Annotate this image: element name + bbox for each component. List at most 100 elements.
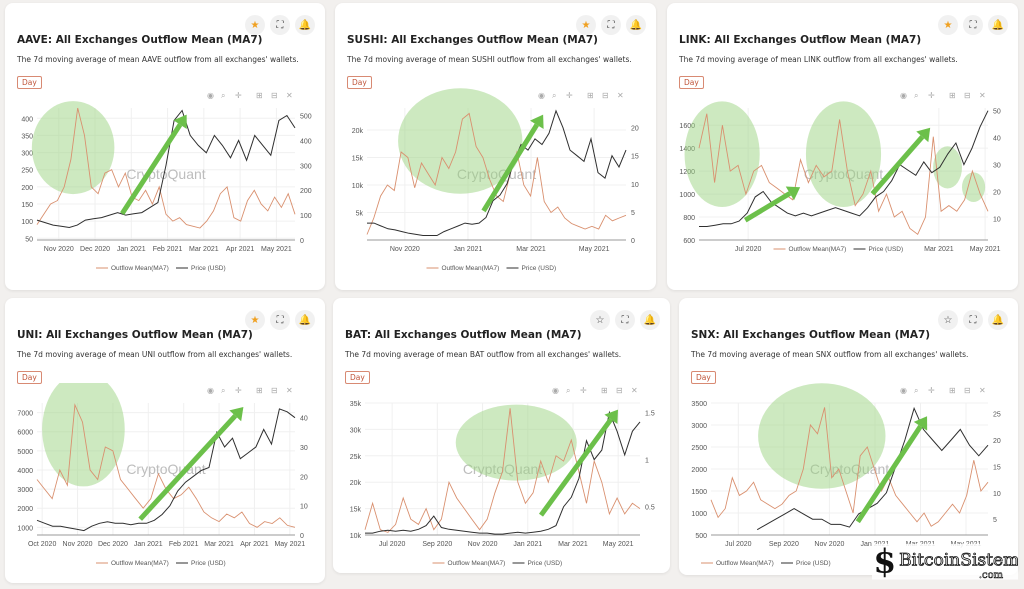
legend-price[interactable]: Price (USD) (528, 560, 563, 567)
reset-icon[interactable]: ✕ (631, 386, 638, 395)
highlight-circle (31, 101, 115, 195)
zoom-icon[interactable]: ⌕ (552, 91, 556, 100)
camera-icon[interactable]: ◉ (207, 91, 214, 100)
y-right-tick: 20 (631, 126, 639, 133)
fullscreen-icon[interactable]: ⛶ (963, 310, 983, 330)
legend-price[interactable]: Price (USD) (522, 265, 557, 272)
reset-icon[interactable]: ✕ (286, 91, 293, 100)
camera-icon[interactable]: ◉ (552, 386, 559, 395)
reset-icon[interactable]: ✕ (979, 386, 986, 395)
zoom-in-icon[interactable]: ⊞ (587, 91, 594, 100)
zoom-icon[interactable]: ⌕ (914, 386, 918, 395)
camera-icon[interactable]: ◉ (900, 386, 907, 395)
legend-outflow[interactable]: Outflow Mean(MA7) (442, 265, 500, 272)
legend-price[interactable]: Price (USD) (191, 265, 226, 272)
card-actions: ★ ⛶ 🔔 (938, 15, 1008, 35)
highlight-circle (42, 383, 125, 487)
zoom-out-icon[interactable]: ⊟ (616, 386, 623, 395)
chart-svg[interactable]: ◉ ⌕ ✛ ⊞ ⊟ ✕ 50 100 150 200 250 300 350 400 0 100 200 300 4… (5, 88, 325, 273)
outflow-line (36, 107, 296, 229)
y-right-tick: 400 (300, 138, 312, 145)
camera-icon[interactable]: ◉ (207, 386, 214, 395)
zoom-out-icon[interactable]: ⊟ (271, 91, 278, 100)
pan-icon[interactable]: ✛ (566, 91, 573, 100)
zoom-in-icon[interactable]: ⊞ (601, 386, 608, 395)
legend-price[interactable]: Price (USD) (796, 560, 831, 567)
star-icon[interactable]: ☆ (590, 310, 610, 330)
camera-icon[interactable]: ◉ (538, 91, 545, 100)
bell-icon[interactable]: 🔔 (640, 310, 660, 330)
zoom-icon[interactable]: ⌕ (221, 91, 225, 100)
reset-icon[interactable]: ✕ (617, 91, 624, 100)
camera-icon[interactable]: ◉ (900, 91, 907, 100)
pan-icon[interactable]: ✛ (928, 386, 935, 395)
zoom-icon[interactable]: ⌕ (566, 386, 570, 395)
zoom-out-icon[interactable]: ⊟ (964, 386, 971, 395)
bell-icon[interactable]: 🔔 (988, 310, 1008, 330)
fullscreen-icon[interactable]: ⛶ (270, 15, 290, 35)
trend-arrow (855, 424, 923, 524)
legend-outflow[interactable]: Outflow Mean(MA7) (111, 560, 169, 567)
pan-icon[interactable]: ✛ (580, 386, 587, 395)
fullscreen-icon[interactable]: ⛶ (270, 310, 290, 330)
chart-svg[interactable]: ◉ ⌕ ✛ ⊞ ⊟ ✕ 1000 2000 3000 4000 5000 6000 7000 0 10 20 3… (5, 383, 325, 568)
legend-price[interactable]: Price (USD) (869, 246, 904, 253)
zoom-in-icon[interactable]: ⊞ (949, 386, 956, 395)
star-icon[interactable]: ★ (576, 15, 596, 35)
bell-icon[interactable]: 🔔 (988, 15, 1008, 35)
period-selector[interactable]: Day (345, 371, 370, 384)
x-tick: Nov 2020 (814, 541, 844, 548)
bell-icon[interactable]: 🔔 (295, 15, 315, 35)
legend-price[interactable]: Price (USD) (191, 560, 226, 567)
y-left-tick: 3000 (691, 423, 707, 430)
period-selector[interactable]: Day (17, 371, 42, 384)
legend-outflow[interactable]: Outflow Mean(MA7) (716, 560, 774, 567)
zoom-in-icon[interactable]: ⊞ (256, 386, 263, 395)
pan-icon[interactable]: ✛ (235, 91, 242, 100)
period-selector[interactable]: Day (17, 76, 42, 89)
y-right-tick: 300 (300, 163, 312, 170)
zoom-icon[interactable]: ⌕ (914, 91, 918, 100)
y-right-tick: 0.5 (645, 505, 655, 512)
period-selector[interactable]: Day (679, 76, 704, 89)
x-tick: May 2021 (579, 246, 610, 253)
x-tick: Jan 2021 (454, 246, 483, 253)
chart-svg[interactable]: ◉ ⌕ ✛ ⊞ ⊟ ✕ 5k 10k 15k 20k 0 5 10 15 20 Nov 2020 Jan 202… (335, 88, 656, 273)
chart-title: LINK: All Exchanges Outflow Mean (MA7) (679, 34, 922, 46)
fullscreen-icon[interactable]: ⛶ (963, 15, 983, 35)
legend-outflow[interactable]: Outflow Mean(MA7) (448, 560, 506, 567)
zoom-out-icon[interactable]: ⊟ (602, 91, 609, 100)
fullscreen-icon[interactable]: ⛶ (601, 15, 621, 35)
x-tick: Mar 2021 (924, 246, 954, 253)
reset-icon[interactable]: ✕ (979, 91, 986, 100)
y-right-tick: 50 (993, 109, 1001, 116)
fullscreen-icon[interactable]: ⛶ (615, 310, 635, 330)
trend-arrow (481, 123, 539, 213)
y-right-tick: 20 (993, 438, 1001, 445)
period-selector[interactable]: Day (691, 371, 716, 384)
chart-svg[interactable]: ◉ ⌕ ✛ ⊞ ⊟ ✕ 10k 15k 20k 25k 30k 35k 0.5 1 1.5 Jul 2020 S… (333, 383, 670, 568)
chart-card-bat: ☆ ⛶ 🔔 BAT: All Exchanges Outflow Mean (MA7)… (333, 298, 670, 573)
pan-icon[interactable]: ✛ (235, 386, 242, 395)
reset-icon[interactable]: ✕ (286, 386, 293, 395)
zoom-in-icon[interactable]: ⊞ (256, 91, 263, 100)
zoom-in-icon[interactable]: ⊞ (949, 91, 956, 100)
x-tick: Jul 2020 (735, 246, 762, 253)
chart-svg[interactable]: ◉⌕✛⊞⊟✕60080010001200140016001020304050Ju… (667, 88, 1018, 273)
bell-icon[interactable]: 🔔 (295, 310, 315, 330)
highlight-circle (684, 101, 760, 207)
star-icon[interactable]: ★ (245, 310, 265, 330)
star-icon[interactable]: ★ (245, 15, 265, 35)
zoom-icon[interactable]: ⌕ (221, 386, 225, 395)
zoom-out-icon[interactable]: ⊟ (271, 386, 278, 395)
bell-icon[interactable]: 🔔 (626, 15, 646, 35)
y-left-tick: 3500 (691, 401, 707, 408)
star-icon[interactable]: ☆ (938, 310, 958, 330)
period-selector[interactable]: Day (347, 76, 372, 89)
legend-outflow[interactable]: Outflow Mean(MA7) (789, 246, 847, 253)
legend-outflow[interactable]: Outflow Mean(MA7) (111, 265, 169, 272)
x-tick: Jan 2021 (134, 541, 163, 548)
zoom-out-icon[interactable]: ⊟ (964, 91, 971, 100)
star-icon[interactable]: ★ (938, 15, 958, 35)
pan-icon[interactable]: ✛ (928, 91, 935, 100)
